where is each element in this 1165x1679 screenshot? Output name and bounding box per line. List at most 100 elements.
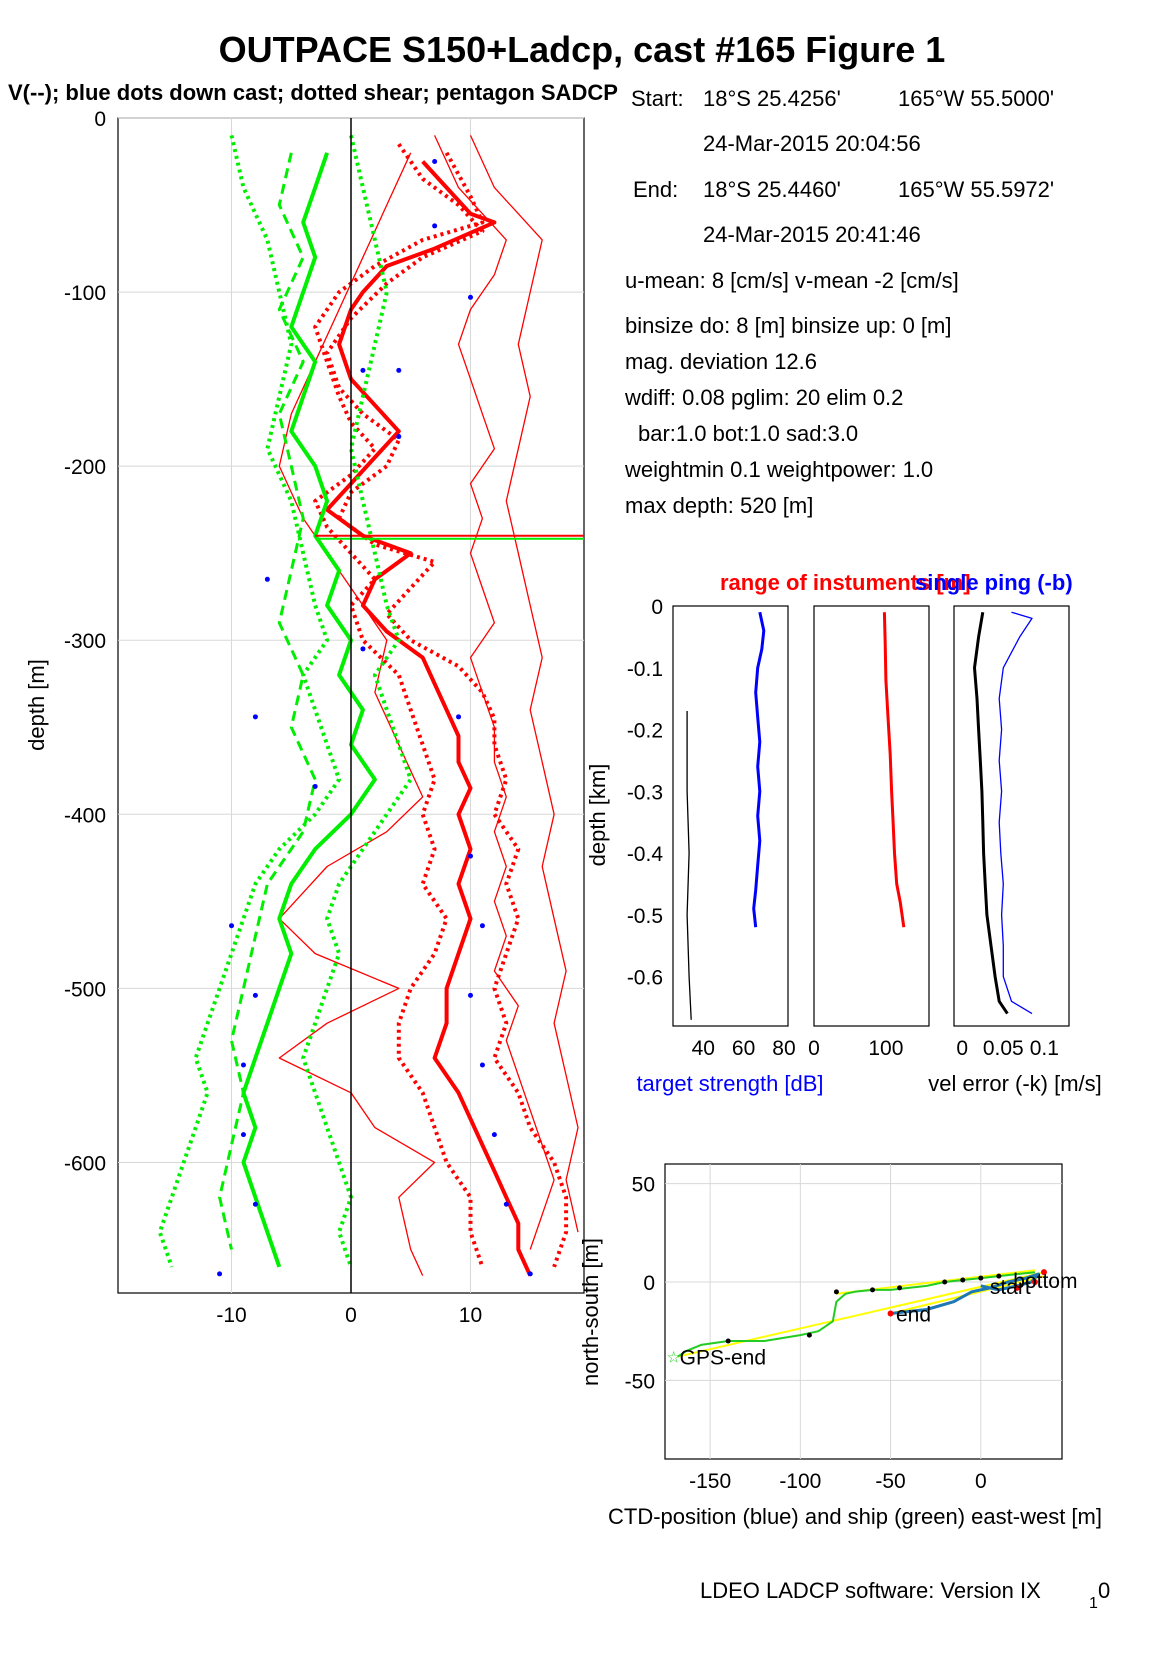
downcast-dot [503, 1201, 509, 1207]
main-series-6 [241, 152, 377, 1268]
target-xlabel: target strength [dB] [636, 1071, 823, 1096]
track-xtick-label: -100 [779, 1470, 821, 1493]
downcast-dot [360, 367, 366, 373]
velerr-xlabel: vel error (-k) [m/s] [928, 1071, 1102, 1096]
target-panel-frame [672, 605, 789, 1027]
track-xtick-label: -50 [875, 1470, 905, 1493]
start-lat: 18°S 25.4256' [703, 86, 841, 111]
target-ytick-label: -0.1 [627, 658, 663, 681]
track-ytick-label: 0 [643, 1272, 655, 1295]
main-ytick-label: -100 [64, 282, 106, 305]
target-ytick-label: -0.4 [627, 843, 664, 866]
velerr-xtick-label: 0.1 [1030, 1037, 1059, 1060]
small-ylabel: depth [km] [585, 764, 610, 867]
downcast-dot [252, 714, 258, 720]
range-panel-frame [813, 605, 930, 1027]
end-time: 24-Mar-2015 20:41:46 [703, 222, 921, 247]
target-ytick-label: -0.6 [627, 967, 663, 990]
target-ytick-label: -0.2 [627, 720, 663, 743]
start-lon: 165°W 55.5000' [898, 86, 1054, 111]
downcast-dot [479, 1062, 485, 1068]
target-xtick-label: 40 [692, 1037, 715, 1060]
main-ytick-label: 0 [94, 108, 106, 131]
track-xtick-label: -150 [689, 1470, 731, 1493]
main-series-1 [325, 142, 569, 1268]
main-xtick-label: 10 [459, 1304, 482, 1327]
weight-text: weightmin 0.1 weightpower: 1.0 [624, 457, 933, 482]
velerr-panel-frame [953, 605, 1070, 1027]
main-series-2 [313, 151, 485, 1268]
start-label: start [990, 1276, 1031, 1299]
gps-end-star-icon: ☆ [666, 1350, 680, 1367]
target-ytick-label: 0 [651, 596, 663, 619]
downcast-dot [467, 294, 473, 300]
main-series-9 [218, 152, 317, 1250]
downcast-dot [467, 992, 473, 998]
start-time: 24-Mar-2015 20:04:56 [703, 131, 921, 156]
main-ytick-label: -200 [64, 456, 106, 479]
main-ytick-label: -600 [64, 1152, 106, 1175]
wdiff-text: wdiff: 0.08 pglim: 20 elim 0.2 [624, 385, 903, 410]
range-series-0 [882, 612, 906, 928]
range-title: range of instuments [m] [720, 570, 971, 595]
track-time-marker [833, 1289, 839, 1295]
track-ylabel: north-south [m] [578, 1238, 603, 1386]
track-xtick-label: 0 [975, 1470, 987, 1493]
track-time-marker [942, 1279, 948, 1285]
single-ping-title: single ping (-b) [915, 570, 1073, 595]
target-xtick-label: 60 [732, 1037, 755, 1060]
track-ytick-label: 50 [632, 1174, 655, 1197]
downcast-dot [240, 1062, 246, 1068]
main-ylabel: depth [m] [24, 659, 49, 751]
track-panel-frame [664, 1163, 1063, 1460]
downcast-dot [360, 646, 366, 652]
end-lon: 165°W 55.5972' [898, 177, 1054, 202]
range-xtick-label: 100 [868, 1037, 903, 1060]
velerr-series-1 [998, 611, 1033, 1015]
downcast-dot [252, 992, 258, 998]
main-ytick-label: -400 [64, 804, 106, 827]
end-lat: 18°S 25.4460' [703, 177, 841, 202]
footer-tail: 0 [1098, 1578, 1110, 1603]
gps-end-label: GPS-end [680, 1347, 766, 1370]
downcast-dot [217, 1271, 223, 1277]
downcast-dot [456, 714, 462, 720]
downcast-dot [396, 434, 402, 440]
footer-sub: 1 [1089, 1595, 1098, 1612]
track-time-marker [806, 1332, 812, 1338]
main-xtick-label: -10 [216, 1304, 246, 1327]
target-strength-panel: 40 60 80 0 -0.1 -0.2 -0.3 -0.4 -0.5 -0.6 depth [k… [585, 596, 824, 1096]
track-ship-line [677, 1271, 1036, 1358]
downcast-dot [240, 1132, 246, 1138]
footer-text: LDEO LADCP software: Version IX [700, 1578, 1041, 1603]
umean-text: u-mean: 8 [cm/s] v-mean -2 [cm/s] [625, 268, 959, 293]
main-series-8 [301, 134, 413, 1268]
downcast-dot [264, 576, 270, 582]
range-panel: 0 100 [808, 605, 930, 1060]
magdev-text: mag. deviation 12.6 [625, 349, 817, 374]
main-ticks: -10 0 100-100-200-300-400-500-600 [64, 108, 482, 1327]
target-series-1 [686, 711, 692, 1020]
track-ctd-line [890, 1272, 1040, 1315]
downcast-dot [252, 1201, 258, 1207]
cast-info-block: Start: 18°S 25.4256' 165°W 55.5000' 24-M… [624, 86, 1054, 518]
track-time-marker [725, 1338, 731, 1344]
maxdepth-text: max depth: 520 [m] [625, 493, 813, 518]
downcast-dot [479, 923, 485, 929]
track-red-marker [1040, 1269, 1047, 1276]
bar-text: bar:1.0 bot:1.0 sad:3.0 [638, 421, 858, 446]
main-ytick-label: -300 [64, 630, 106, 653]
downcast-dot [467, 853, 473, 859]
downcast-dot [432, 223, 438, 229]
velerr-series-0 [973, 611, 1009, 1015]
range-xtick-label: 0 [808, 1037, 820, 1060]
target-ytick-label: -0.3 [627, 781, 663, 804]
downcast-dot [229, 923, 235, 929]
main-series-3 [434, 135, 555, 1250]
downcast-dot [396, 367, 402, 373]
target-series-0 [752, 611, 766, 928]
track-red-marker [1031, 1279, 1038, 1285]
main-profile-plot: -10 0 100-100-200-300-400-500-600 depth [m… [24, 108, 585, 1327]
